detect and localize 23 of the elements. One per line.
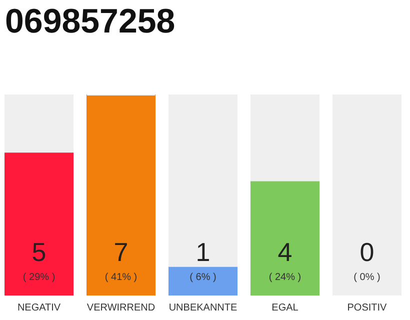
x-tick-label: EGAL xyxy=(272,302,299,314)
annotation: ( 0% ) xyxy=(354,272,380,283)
data-label: 5 xyxy=(32,237,46,267)
bar xyxy=(250,180,320,296)
chart-title: 069857258 xyxy=(5,2,176,40)
data-label: 1 xyxy=(196,237,210,267)
data-label: 7 xyxy=(114,237,128,267)
x-tick-label: POSITIV xyxy=(347,302,388,314)
data-label: 0 xyxy=(360,237,374,267)
annotation: ( 24% ) xyxy=(268,272,302,283)
x-tick-label: UNBEKANNTE xyxy=(168,302,238,314)
bar xyxy=(168,266,238,296)
data-label: 4 xyxy=(278,237,292,267)
annotation: ( 29% ) xyxy=(22,272,56,283)
bar xyxy=(168,94,238,267)
x-tick-label: VERWIRREND xyxy=(86,302,156,314)
bar xyxy=(4,152,74,296)
annotation: ( 41% ) xyxy=(104,272,138,283)
bar xyxy=(86,94,156,296)
bar xyxy=(4,94,74,153)
bar xyxy=(250,94,320,182)
x-tick-label: NEGATIV xyxy=(17,302,61,314)
annotation: ( 6% ) xyxy=(190,272,216,283)
